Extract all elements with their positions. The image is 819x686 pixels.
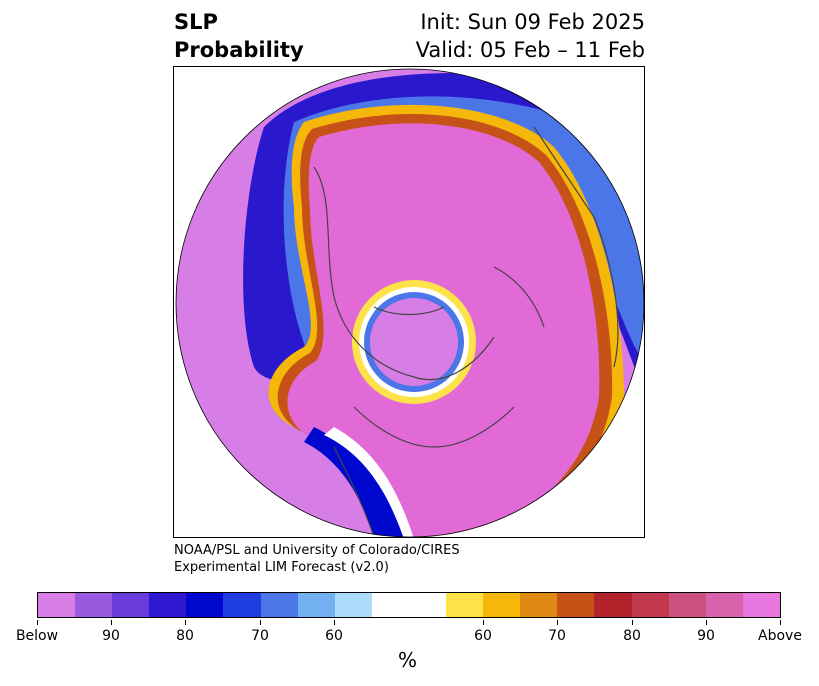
colorbar-tick xyxy=(185,620,186,625)
polar-map xyxy=(175,68,644,537)
colorbar-segment xyxy=(520,593,558,617)
colorbar-tick-label: 80 xyxy=(176,628,194,644)
init-label: Init: Sun 09 Feb 2025 xyxy=(420,10,645,34)
colorbar-segment xyxy=(483,593,521,617)
colorbar-ticks: Below 90 80 70 60 60 70 80 90 Above xyxy=(0,620,819,644)
colorbar-segment xyxy=(742,593,780,617)
colorbar-segment xyxy=(38,593,76,617)
colorbar-tick xyxy=(557,620,558,625)
colorbar-segment xyxy=(705,593,743,617)
colorbar-tick-label: 70 xyxy=(251,628,269,644)
colorbar-tick-label: 70 xyxy=(548,628,566,644)
colorbar-segment xyxy=(112,593,150,617)
credit-text: NOAA/PSL and University of Colorado/CIRE… xyxy=(174,542,460,576)
colorbar-segment xyxy=(408,593,447,617)
colorbar-segment xyxy=(334,593,372,617)
colorbar-tick xyxy=(483,620,484,625)
colorbar-segment xyxy=(75,593,113,617)
title-variable: SLP xyxy=(174,10,218,34)
colorbar-unit: % xyxy=(398,648,418,672)
colorbar-tick xyxy=(260,620,261,625)
map-disk-edge xyxy=(175,68,644,537)
colorbar xyxy=(37,592,781,618)
us-white xyxy=(324,427,414,537)
colorbar-segment xyxy=(149,593,187,617)
date-block: Init: Sun 09 Feb 2025 Valid: 05 Feb – 11… xyxy=(416,8,645,64)
colorbar-segment xyxy=(371,593,409,617)
colorbar-segment xyxy=(631,593,669,617)
colorbar-tick xyxy=(37,620,38,625)
colorbar-segment xyxy=(223,593,261,617)
title-type: Probability xyxy=(174,38,304,62)
colorbar-segment xyxy=(668,593,706,617)
colorbar-segment xyxy=(557,593,595,617)
colorbar-segment xyxy=(260,593,298,617)
colorbar-tick-label: 90 xyxy=(697,628,715,644)
colorbar-tick-label: 60 xyxy=(325,628,343,644)
colorbar-tick-label: 60 xyxy=(474,628,492,644)
colorbar-tick-label: 80 xyxy=(623,628,641,644)
colorbar-segment xyxy=(446,593,484,617)
colorbar-tick-label: 90 xyxy=(102,628,120,644)
pole-center xyxy=(370,298,458,386)
credit-line1: NOAA/PSL and University of Colorado/CIRE… xyxy=(174,543,460,558)
colorbar-tick xyxy=(706,620,707,625)
colorbar-segment xyxy=(594,593,632,617)
us-blue xyxy=(304,427,404,537)
title-block: SLP Probability xyxy=(174,8,304,64)
valid-label: Valid: 05 Feb – 11 Feb xyxy=(415,38,645,62)
colorbar-tick xyxy=(334,620,335,625)
coastlines xyxy=(313,126,619,537)
map-frame xyxy=(173,66,645,538)
colorbar-segment xyxy=(186,593,224,617)
colorbar-tick-label: Above xyxy=(758,628,802,644)
credit-line2: Experimental LIM Forecast (v2.0) xyxy=(174,560,389,575)
colorbar-tick xyxy=(111,620,112,625)
colorbar-tick-label: Below xyxy=(15,628,59,644)
colorbar-segment xyxy=(297,593,335,617)
colorbar-tick xyxy=(632,620,633,625)
colorbar-tick xyxy=(780,620,781,625)
